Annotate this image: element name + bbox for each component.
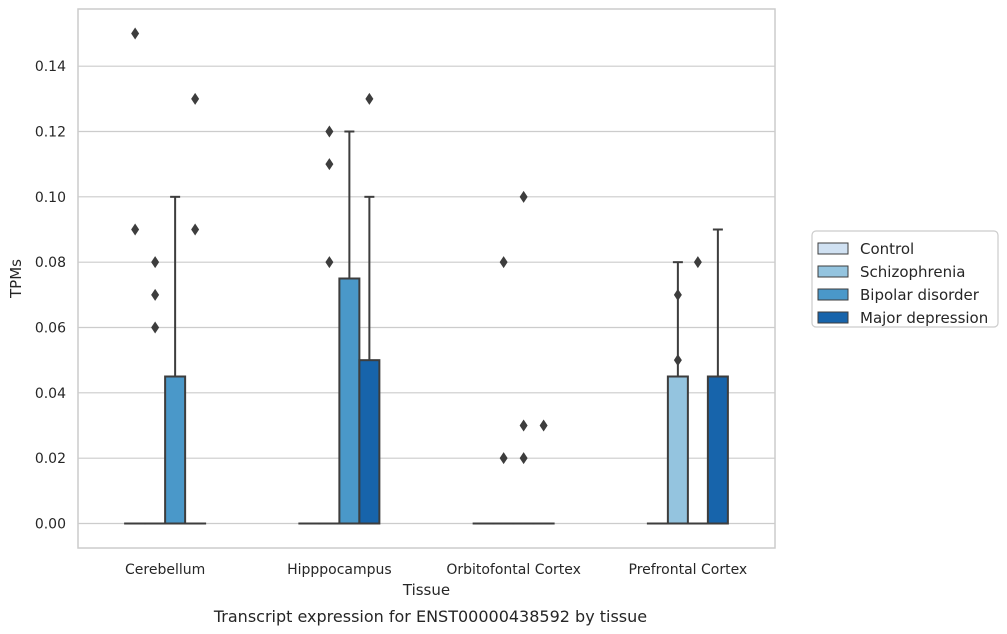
box-body	[358, 359, 381, 525]
legend: Control Schizophrenia Bipolar disorder Majo…	[811, 230, 999, 328]
y-axis-label: TPMs	[7, 259, 25, 299]
box-3-3	[706, 228, 729, 525]
legend-label: Bipolar disorder	[860, 286, 980, 304]
outlier-point	[151, 288, 160, 301]
outlier-point	[499, 256, 508, 269]
y-axis: 0.00 0.02 0.04 0.06 0.08 0.10 0.12 0.14	[35, 59, 66, 532]
legend-item: Major depression	[817, 309, 988, 327]
legend-item: Bipolar disorder	[817, 286, 980, 304]
box-2-2	[512, 190, 535, 525]
y-tick-label: 0.08	[35, 255, 66, 271]
outlier-point	[131, 27, 140, 40]
outlier-point	[519, 452, 528, 465]
y-tick-label: 0.00	[35, 517, 66, 533]
y-tick-label: 0.12	[35, 125, 66, 141]
legend-swatch	[817, 265, 849, 278]
outlier-point	[365, 92, 374, 105]
y-tick-label: 0.10	[35, 190, 66, 206]
outlier-point	[673, 354, 682, 367]
box-0-2	[164, 195, 187, 525]
box-marks	[124, 27, 729, 525]
outlier-point	[325, 256, 334, 269]
box-body	[706, 375, 729, 525]
outlier-point	[519, 419, 528, 432]
box-0-0	[124, 27, 147, 525]
y-tick-label: 0.02	[35, 451, 66, 467]
x-tick-label: Prefrontal Cortex	[629, 562, 748, 578]
legend-swatch	[817, 242, 849, 255]
legend-item: Control	[817, 240, 914, 258]
y-tick-label: 0.06	[35, 321, 66, 337]
outlier-point	[325, 158, 334, 171]
legend-label: Major depression	[860, 309, 988, 327]
legend-swatch	[817, 311, 849, 324]
box-0-3	[184, 92, 207, 525]
legend-item: Schizophrenia	[817, 263, 965, 281]
plot-border	[77, 8, 776, 549]
chart-caption: Transcript expression for ENST0000043859…	[213, 607, 647, 626]
box-body	[666, 375, 689, 525]
outlier-point	[151, 256, 160, 269]
box-2-1	[492, 256, 515, 525]
x-tick-label: Cerebellum	[125, 562, 205, 578]
legend-box	[811, 230, 999, 328]
box-3-2	[686, 256, 709, 525]
outlier-point	[519, 190, 528, 203]
x-tick-label: Orbitofontal Cortex	[446, 562, 581, 578]
y-tick-label: 0.04	[35, 386, 66, 402]
outlier-point	[325, 125, 334, 138]
box-1-1	[318, 125, 341, 525]
outlier-point	[499, 452, 508, 465]
outlier-point	[131, 223, 140, 236]
box-0-1	[144, 256, 167, 525]
box-1-3	[358, 92, 381, 525]
outlier-point	[191, 223, 200, 236]
outlier-point	[693, 256, 702, 269]
outlier-point	[539, 419, 548, 432]
legend-swatch	[817, 288, 849, 301]
legend-label: Schizophrenia	[860, 263, 965, 281]
x-tick-label: Hipppocampus	[287, 562, 392, 578]
outlier-point	[191, 92, 200, 105]
gridlines	[78, 65, 775, 525]
box-3-1	[666, 261, 689, 525]
box-body	[164, 375, 187, 525]
y-tick-label: 0.14	[35, 59, 66, 75]
legend-label: Control	[860, 240, 914, 258]
x-axis: Cerebellum Hipppocampus Orbitofontal Corte…	[125, 562, 747, 578]
outlier-point	[151, 321, 160, 334]
outlier-point	[673, 288, 682, 301]
box-body	[338, 277, 361, 525]
x-axis-label: Tissue	[402, 581, 450, 599]
box-2-3	[532, 419, 555, 525]
plot-frame	[77, 8, 776, 549]
box-1-2	[338, 130, 361, 525]
